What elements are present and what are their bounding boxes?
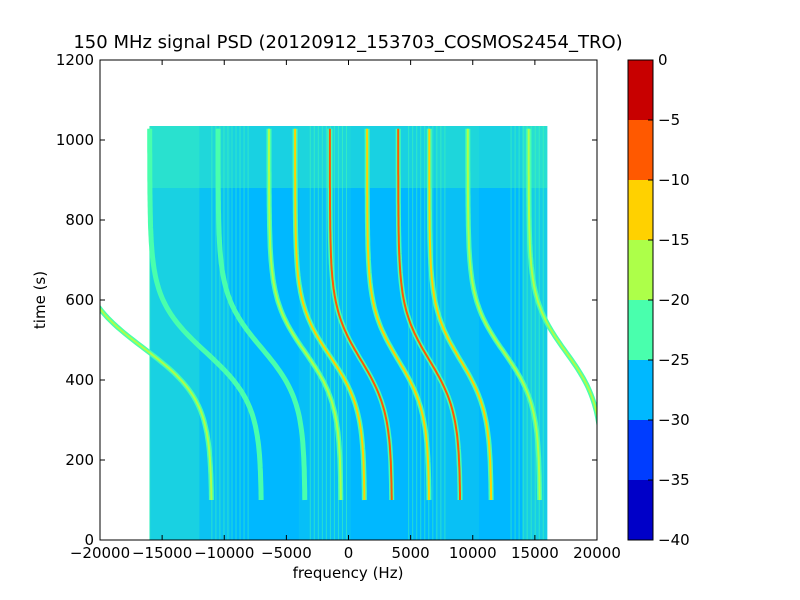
y-axis-label: time (s) (31, 271, 49, 329)
plot-area: −20000 −15000 −10000 −5000 0 5000 10000 15000 20… (56, 51, 621, 562)
doppler-trace (397, 128, 461, 500)
colorbar-segment (628, 60, 653, 120)
y-axis: 0 200 400 600 800 1000 1200 (56, 51, 597, 549)
colorbar-tick-label: −25 (658, 351, 690, 369)
heatmap (100, 126, 597, 540)
doppler-trace (217, 128, 306, 501)
noise-band (199, 126, 231, 540)
noise-band (149, 126, 200, 540)
doppler-trace (328, 128, 393, 500)
doppler-trace (428, 128, 493, 500)
y-tick-label: 600 (65, 291, 94, 309)
chart-title: 150 MHz signal PSD (20120912_153703_COSM… (73, 32, 622, 53)
y-tick-label: 200 (65, 451, 94, 469)
x-tick-label: −5000 (261, 544, 312, 562)
colorbar-tick-label: −30 (658, 411, 690, 429)
y-tick-label: 0 (84, 531, 94, 549)
doppler-trace (527, 128, 597, 420)
doppler-trace (466, 128, 541, 500)
x-tick-label: −15000 (132, 544, 192, 562)
y-tick-label: 1000 (56, 131, 94, 149)
colorbar-tick-label: −35 (658, 471, 690, 489)
colorbar-tick-label: −10 (658, 171, 690, 189)
y-tick-label: 1200 (56, 51, 94, 69)
colorbar-segment (628, 120, 653, 180)
doppler-trace (100, 307, 213, 500)
doppler-trace (366, 128, 430, 501)
x-tick-label: −10000 (194, 544, 254, 562)
doppler-trace (294, 128, 366, 501)
colorbar-segment (628, 300, 653, 360)
x-axis: −20000 −15000 −10000 −5000 0 5000 10000 15000 20… (70, 60, 621, 562)
x-tick-label: −20000 (70, 544, 130, 562)
colorbar-segment (628, 240, 653, 300)
noise-band (149, 126, 548, 188)
colorbar-tick-label: −5 (658, 111, 680, 129)
x-axis-label: frequency (Hz) (293, 564, 404, 582)
x-tick-label: 5000 (392, 544, 430, 562)
y-tick-label: 400 (65, 371, 94, 389)
doppler-trace (148, 128, 263, 500)
colorbar-segment (628, 360, 653, 420)
colorbar-tick-label: 0 (658, 51, 668, 69)
colorbar: 0 −5 −10 −15 −20 −25 −30 −35 −40 (627, 51, 690, 549)
x-tick-label: 0 (344, 544, 354, 562)
colorbar-segment (628, 180, 653, 240)
x-tick-label: 15000 (511, 544, 559, 562)
x-tick-label: 20000 (573, 544, 621, 562)
colorbar-segment (628, 480, 653, 540)
doppler-trace (268, 128, 342, 500)
x-tick-label: 10000 (449, 544, 497, 562)
colorbar-tick-label: −40 (658, 531, 690, 549)
y-tick-label: 800 (65, 211, 94, 229)
colorbar-segment (628, 420, 653, 480)
colorbar-tick-label: −15 (658, 231, 690, 249)
colorbar-tick-label: −20 (658, 291, 690, 309)
